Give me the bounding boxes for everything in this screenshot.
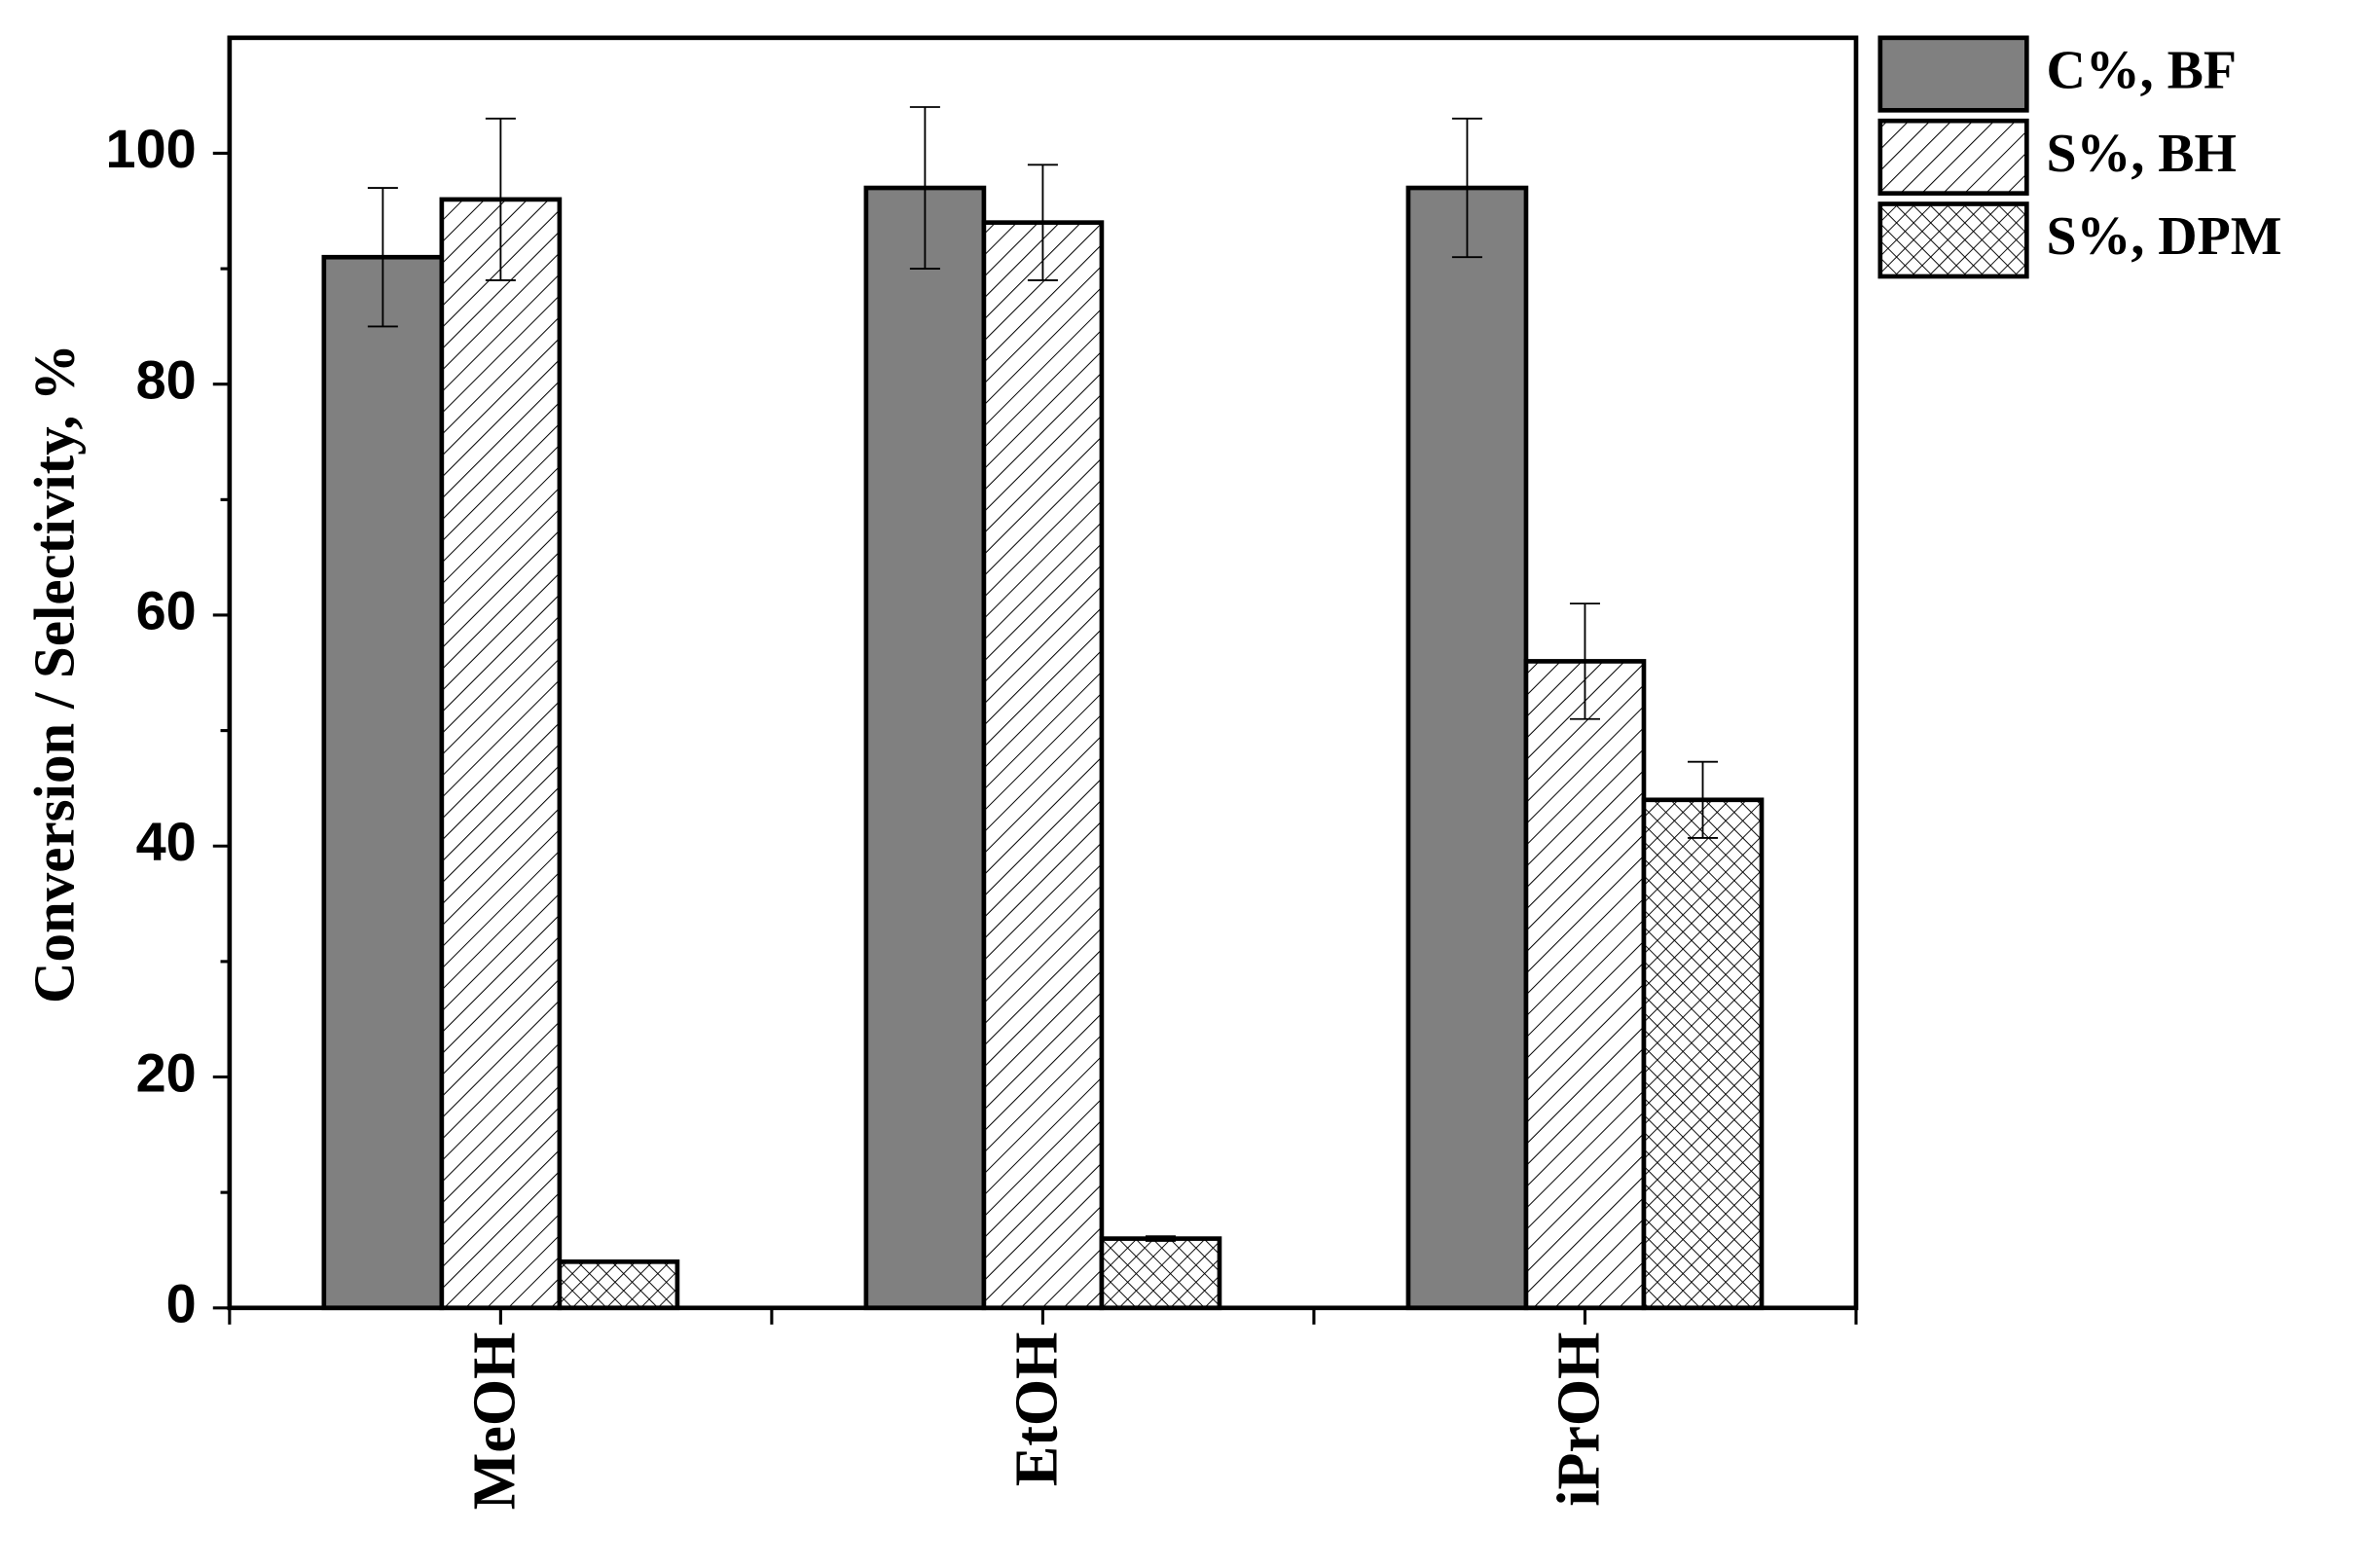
x-tick-label: EtOH (1004, 1332, 1071, 1487)
bar (557, 1258, 680, 1311)
error-bar (602, 1259, 634, 1264)
y-tick-label: 40 (136, 811, 197, 872)
bar (1523, 659, 1647, 1311)
legend-label: S%, BH (2046, 124, 2237, 184)
y-tick-label: 100 (106, 118, 197, 179)
error-bar (1687, 760, 1719, 839)
error-bar (1027, 164, 1058, 281)
legend-swatch (1877, 201, 2029, 279)
bar (1099, 1236, 1222, 1311)
bar (863, 185, 987, 1311)
legend-label: S%, DPM (2046, 206, 2281, 267)
error-bar (909, 106, 940, 271)
bar (439, 197, 563, 1311)
x-tick-label: iPrOH (1547, 1332, 1613, 1507)
y-tick-label: 0 (166, 1273, 197, 1334)
bar (1641, 797, 1765, 1311)
error-bar (1145, 1235, 1176, 1242)
y-tick-label: 20 (136, 1041, 197, 1103)
error-bar (1451, 117, 1482, 259)
legend-swatch (1877, 118, 2029, 196)
y-tick-label: 80 (136, 348, 197, 410)
legend-label: C%, BF (2046, 40, 2236, 100)
bar (1405, 185, 1529, 1311)
error-bar (367, 187, 398, 328)
error-bar (485, 117, 516, 281)
bar (321, 254, 445, 1311)
error-bar (1569, 602, 1600, 720)
legend-swatch (1877, 35, 2029, 113)
plot-frame (227, 35, 1859, 1311)
y-axis-label: Conversion / Selectivity, % (22, 344, 87, 1003)
y-tick-label: 60 (136, 580, 197, 641)
x-tick-label: MeOH (462, 1332, 528, 1511)
bar (981, 220, 1105, 1311)
